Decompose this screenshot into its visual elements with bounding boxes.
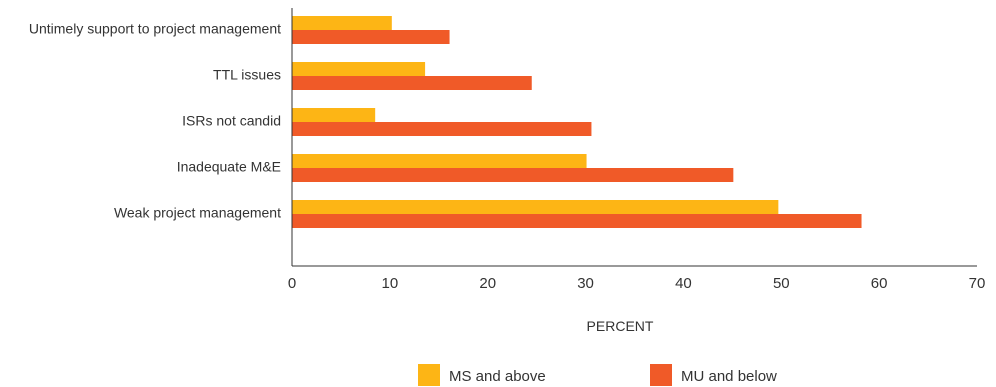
x-tick-label: 30 (577, 275, 594, 292)
category-label: Untimely support to project management (29, 21, 281, 37)
x-tick-label: 10 (382, 275, 399, 292)
x-tick-labels: 0 10 20 30 40 50 60 70 (288, 275, 986, 292)
category-label: Weak project management (114, 205, 281, 221)
legend-label: MS and above (449, 368, 546, 385)
bar (292, 76, 532, 90)
x-tick-label: 70 (969, 275, 986, 292)
x-tick-label: 40 (675, 275, 692, 292)
x-tick-label: 0 (288, 275, 296, 292)
bar (292, 214, 862, 228)
legend-swatch (650, 364, 672, 386)
legend: MS and above MU and below (418, 364, 777, 386)
legend-label: MU and below (681, 368, 777, 385)
bar (292, 16, 392, 30)
bar (292, 122, 592, 136)
bar (292, 168, 734, 182)
bar (292, 108, 376, 122)
bar (292, 62, 426, 76)
category-label: TTL issues (213, 67, 281, 83)
bar (292, 200, 779, 214)
bar (292, 154, 587, 168)
legend-swatch (418, 364, 440, 386)
bar (292, 30, 450, 44)
x-tick-label: 50 (773, 275, 790, 292)
x-tick-label: 60 (871, 275, 888, 292)
category-label: Inadequate M&E (177, 159, 281, 175)
category-labels: Untimely support to project management TT… (29, 21, 281, 221)
x-tick-label: 20 (479, 275, 496, 292)
category-label: ISRs not candid (182, 113, 281, 129)
x-axis-title: PERCENT (587, 318, 654, 334)
bars-group (292, 16, 862, 228)
